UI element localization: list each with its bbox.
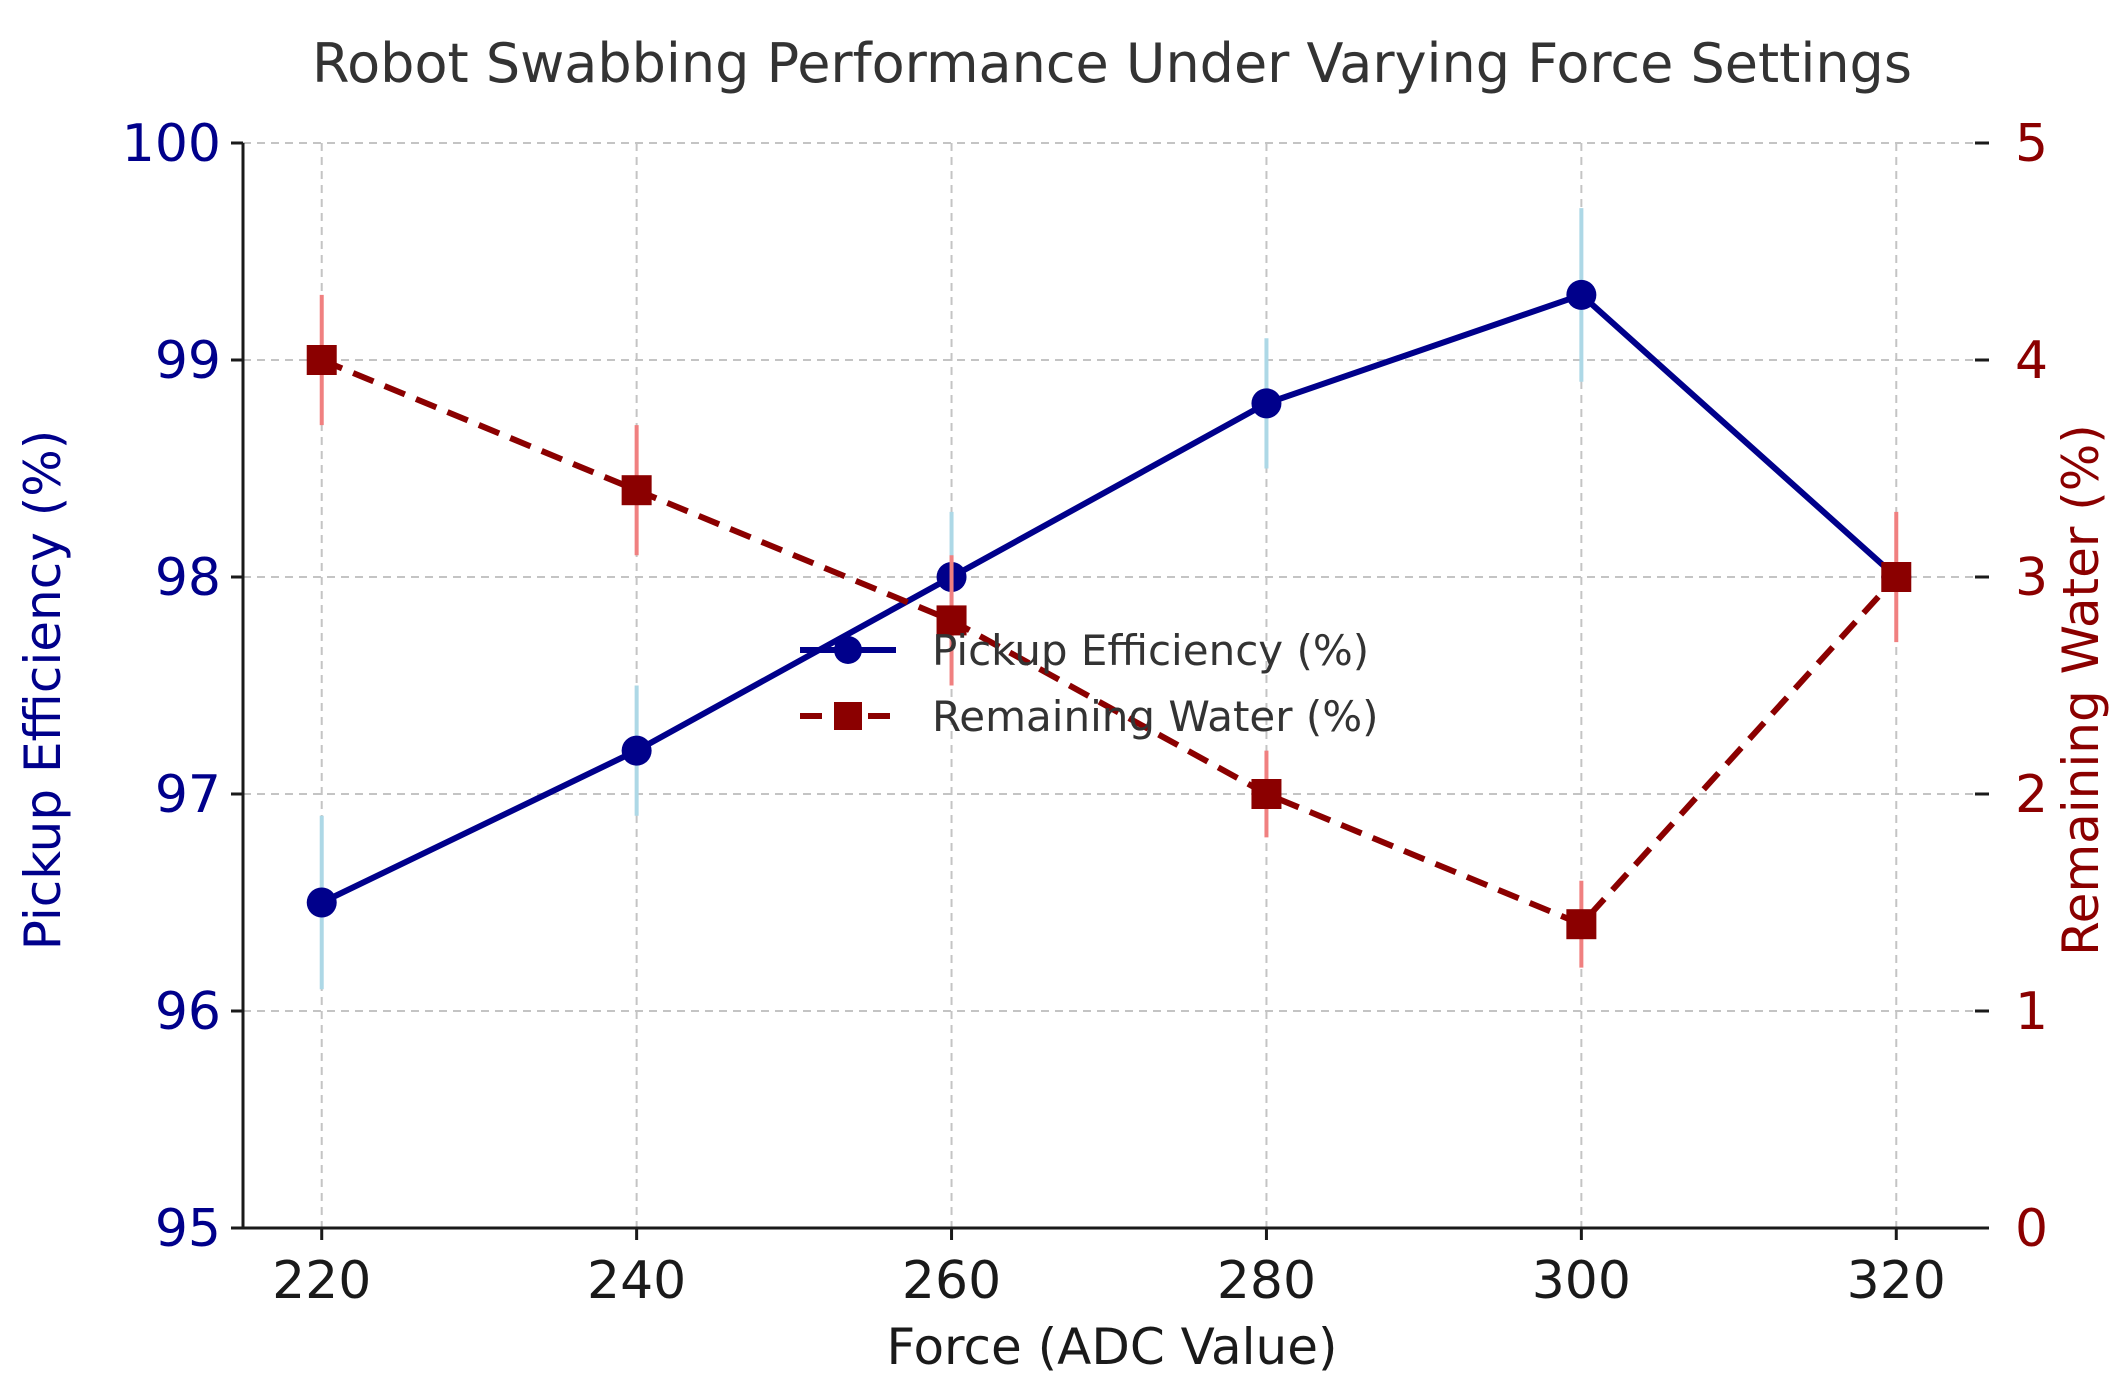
- data-point: [1251, 388, 1282, 419]
- y-right-tick-label: 5: [2015, 114, 2048, 174]
- data-point: [621, 475, 652, 506]
- legend-label: Remaining Water (%): [932, 692, 1379, 741]
- series-line: [320, 357, 1899, 928]
- axes: 220 240 260 280 300 320 95 96 97 98 99 100 0 1 2 3 4 5: [122, 114, 2048, 1311]
- y-left-tick-label: 97: [155, 765, 221, 825]
- data-point: [936, 605, 967, 636]
- y-right-tick-label: 0: [2015, 1199, 2048, 1259]
- y-right-tick-label: 4: [2015, 331, 2048, 391]
- data-point: [621, 735, 652, 766]
- x-axis-label: Force (ADC Value): [886, 1318, 1337, 1376]
- y-left-tick-label: 100: [122, 114, 221, 174]
- x-tick-label: 320: [1847, 1251, 1946, 1311]
- data-point: [1881, 562, 1912, 592]
- x-tick-label: 220: [272, 1251, 371, 1311]
- y-right-tick-label: 1: [2015, 982, 2048, 1042]
- series-layer: [306, 208, 1912, 990]
- chart-title: Robot Swabbing Performance Under Varying…: [312, 32, 1912, 95]
- series-remaining-water: [306, 294, 1912, 968]
- y-left-tick-label: 96: [155, 982, 221, 1042]
- y-right-tick-label: 2: [2015, 765, 2048, 825]
- series-pickup-efficiency: [306, 208, 1912, 990]
- y-left-tick-label: 99: [155, 331, 221, 391]
- data-point: [1251, 779, 1282, 809]
- y-right-tick-label: 3: [2015, 548, 2048, 608]
- data-point: [1566, 909, 1597, 940]
- legend-marker: [834, 636, 862, 664]
- legend-label: Pickup Efficiency (%): [932, 626, 1369, 675]
- y-axis-left-label: Pickup Efficiency (%): [14, 430, 72, 950]
- x-tick-label: 240: [587, 1251, 686, 1311]
- series-line: [320, 291, 1899, 906]
- data-point: [306, 345, 337, 375]
- grid: [243, 142, 1975, 1228]
- legend: Pickup Efficiency (%) Remaining Water (%): [800, 626, 1379, 741]
- y-left-tick-label: 98: [155, 548, 221, 608]
- data-point: [1566, 279, 1597, 310]
- data-point: [306, 887, 337, 918]
- x-tick-label: 260: [902, 1251, 1001, 1311]
- x-tick-label: 300: [1532, 1251, 1631, 1311]
- y-axis-right-label: Remaining Water (%): [2052, 424, 2110, 956]
- legend-marker: [834, 702, 862, 730]
- y-left-tick-label: 95: [155, 1199, 221, 1259]
- x-tick-label: 280: [1217, 1251, 1316, 1311]
